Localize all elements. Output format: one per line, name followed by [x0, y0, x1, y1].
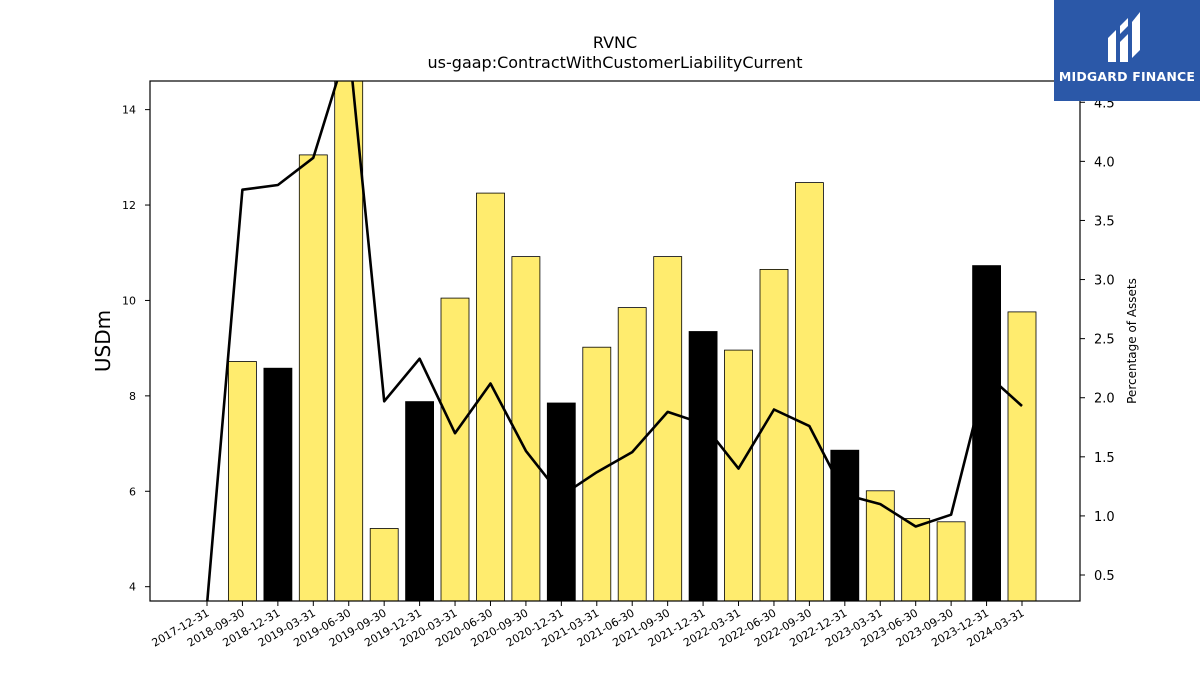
y-tick-label: 14 — [122, 104, 136, 117]
bar-2019-03-31 — [298, 154, 328, 601]
bar-2021-09-30 — [653, 256, 683, 601]
chart-subtitle: us-gaap:ContractWithCustomerLiabilityCur… — [428, 53, 803, 72]
y2-tick-label: 2.0 — [1094, 392, 1115, 407]
y-tick-label: 10 — [122, 294, 136, 307]
bar-2021-12-31 — [688, 331, 718, 601]
bars-group — [227, 81, 1037, 601]
pct-of-assets-line — [205, 81, 1023, 601]
bar-2022-06-30 — [759, 268, 789, 601]
bar-2020-03-31 — [440, 297, 470, 601]
y2-tick-label: 3.0 — [1094, 274, 1115, 289]
y-axis-label: USDm — [91, 310, 115, 372]
y2-tick-label: 2.5 — [1094, 333, 1115, 348]
y2-tick-label: 4.0 — [1094, 155, 1115, 170]
y2-tick-label: 0.5 — [1094, 569, 1115, 584]
y2-tick-label: 3.5 — [1094, 214, 1115, 229]
bar-2019-06-30 — [334, 81, 364, 601]
bar-2020-09-30 — [511, 256, 541, 601]
x-axis: 2017-12-312018-09-302018-12-312019-03-31… — [150, 601, 1027, 650]
bar-2019-09-30 — [369, 528, 399, 601]
bar-2018-12-31 — [263, 367, 293, 601]
bar-2023-12-31 — [972, 265, 1001, 601]
bar-2024-03-31 — [1007, 311, 1037, 601]
bar-2021-06-30 — [617, 307, 647, 601]
chart-title: RVNC — [593, 33, 637, 52]
bar-2021-03-31 — [582, 346, 612, 601]
y-axis-left: 4 6 8 10 12 14 — [122, 104, 150, 594]
y2-tick-label: 1.0 — [1094, 510, 1115, 525]
y-tick-label: 4 — [129, 581, 136, 594]
bar-2023-09-30 — [936, 521, 966, 601]
plot-frame — [149, 80, 1081, 602]
y2-tick-label: 1.5 — [1094, 451, 1115, 466]
bar-2019-12-31 — [405, 401, 435, 601]
midgard-finance-logo: MIDGARD FINANCE — [1054, 0, 1200, 101]
bar-2023-03-31 — [865, 490, 895, 601]
logo-text: MIDGARD FINANCE — [1058, 69, 1196, 84]
bar-2023-06-30 — [901, 518, 931, 601]
y-tick-label: 6 — [129, 485, 136, 498]
bar-2022-09-30 — [795, 182, 824, 601]
bar-2022-03-31 — [724, 349, 753, 601]
y-axis-right: 0.51.01.52.02.53.03.54.04.5 — [1080, 96, 1115, 584]
bar-2018-09-30 — [227, 361, 257, 601]
line-group — [205, 81, 1023, 601]
y-tick-label: 12 — [122, 199, 136, 212]
logo-mark-icon — [1108, 12, 1140, 62]
bar-2020-12-31 — [546, 402, 576, 601]
y2-axis-label: Percentage of Assets — [1125, 278, 1139, 404]
y-tick-label: 8 — [129, 390, 136, 403]
